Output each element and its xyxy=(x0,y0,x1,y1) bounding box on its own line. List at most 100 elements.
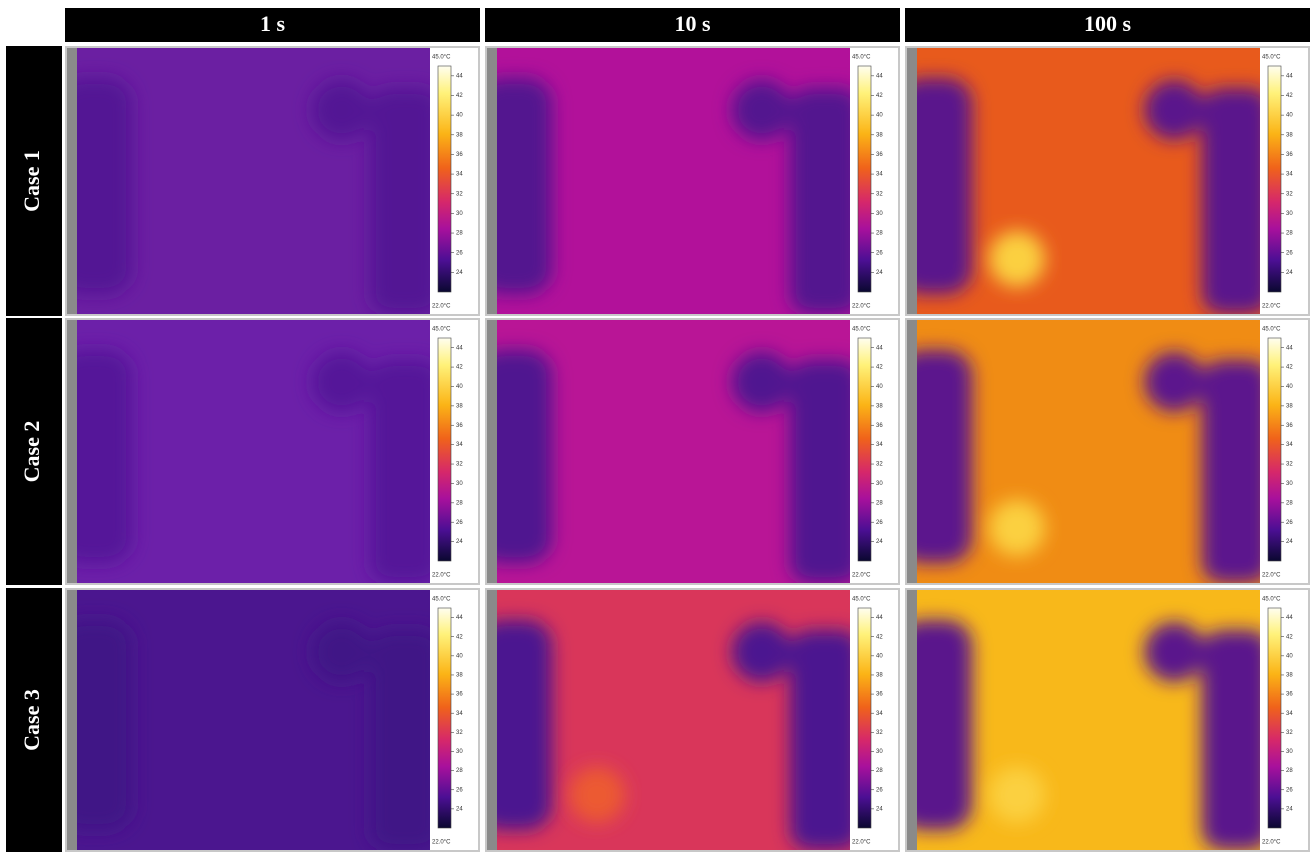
figure: 1 s10 s100 sCase 145.0°C4442403836343230… xyxy=(0,0,1315,852)
colorbar-tick-label: 34 xyxy=(1286,172,1293,178)
colorbar-tick-label: 38 xyxy=(1286,132,1293,138)
colorbar-max: 45.0°C xyxy=(852,327,871,333)
edge-strip xyxy=(907,48,917,314)
right-object-top xyxy=(312,80,372,140)
row-header: Case 2 xyxy=(19,421,44,483)
colorbar-tick-label: 32 xyxy=(456,730,463,736)
colorbar-max: 45.0°C xyxy=(852,597,871,603)
colorbar-panel xyxy=(1260,48,1308,314)
colorbar-tick-label: 26 xyxy=(456,520,463,526)
colorbar-tick-label: 42 xyxy=(1286,93,1293,99)
colorbar xyxy=(438,338,451,561)
colorbar-tick-label: 42 xyxy=(1286,365,1293,371)
colorbar-tick-label: 38 xyxy=(456,132,463,138)
edge-strip xyxy=(907,590,917,850)
colorbar-tick-label: 44 xyxy=(1286,345,1293,351)
colorbar-min: 22.0°C xyxy=(852,304,871,310)
colorbar-tick-label: 38 xyxy=(876,132,883,138)
colorbar-min: 22.0°C xyxy=(432,573,451,579)
colorbar-panel xyxy=(850,48,898,314)
colorbar-tick-label: 24 xyxy=(1286,539,1293,545)
column-header: 10 s xyxy=(674,11,711,36)
colorbar-panel xyxy=(430,590,478,850)
colorbar-tick-label: 40 xyxy=(456,653,463,659)
thermal-image: 45.0°C444240383634323028262422.0°C xyxy=(477,588,900,852)
colorbar-tick-label: 42 xyxy=(1286,634,1293,640)
colorbar-tick-label: 30 xyxy=(456,211,463,217)
edge-strip xyxy=(487,590,497,850)
colorbar-tick-label: 24 xyxy=(456,539,463,545)
colorbar-tick-label: 34 xyxy=(1286,442,1293,448)
colorbar-min: 22.0°C xyxy=(1262,840,1281,846)
thermal-image: 45.0°C444240383634323028262422.0°C xyxy=(57,588,480,852)
image-content xyxy=(57,48,440,314)
colorbar-tick-label: 26 xyxy=(456,787,463,793)
colorbar-tick-label: 26 xyxy=(456,250,463,256)
colorbar-tick-label: 30 xyxy=(1286,481,1293,487)
colorbar-tick-label: 24 xyxy=(1286,270,1293,276)
colorbar-tick-label: 34 xyxy=(876,711,883,717)
colorbar-tick-label: 24 xyxy=(876,539,883,545)
colorbar-tick-label: 38 xyxy=(1286,403,1293,409)
image-content xyxy=(897,590,1270,850)
column-header: 100 s xyxy=(1084,11,1132,36)
colorbar-tick-label: 30 xyxy=(456,481,463,487)
right-object-top xyxy=(732,352,792,412)
colorbar-tick-label: 34 xyxy=(456,442,463,448)
right-object-top xyxy=(312,622,372,682)
image-content xyxy=(477,320,860,583)
right-object-top xyxy=(312,352,372,412)
right-object-top xyxy=(1144,80,1204,140)
colorbar-tick-label: 36 xyxy=(876,423,883,429)
colorbar-tick-label: 40 xyxy=(876,653,883,659)
right-object xyxy=(1202,88,1270,314)
warm-spot xyxy=(989,231,1045,287)
colorbar-min: 22.0°C xyxy=(1262,304,1281,310)
right-object xyxy=(370,88,440,314)
colorbar-tick-label: 32 xyxy=(876,191,883,197)
right-object xyxy=(790,88,860,314)
colorbar xyxy=(858,338,871,561)
edge-strip xyxy=(907,320,917,583)
edge-strip xyxy=(67,590,77,850)
colorbar-tick-label: 34 xyxy=(456,711,463,717)
colorbar-tick-label: 40 xyxy=(456,384,463,390)
row-header: Case 3 xyxy=(19,689,44,751)
colorbar-tick-label: 28 xyxy=(876,500,883,506)
right-object xyxy=(370,630,440,850)
colorbar-tick-label: 36 xyxy=(456,692,463,698)
colorbar-tick-label: 36 xyxy=(1286,152,1293,158)
colorbar-tick-label: 26 xyxy=(1286,250,1293,256)
colorbar-tick-label: 42 xyxy=(876,93,883,99)
colorbar-tick-label: 36 xyxy=(876,152,883,158)
colorbar-tick-label: 30 xyxy=(876,211,883,217)
colorbar-tick-label: 36 xyxy=(876,692,883,698)
colorbar-tick-label: 34 xyxy=(456,172,463,178)
colorbar-tick-label: 42 xyxy=(456,634,463,640)
colorbar-tick-label: 44 xyxy=(1286,73,1293,79)
colorbar-tick-label: 28 xyxy=(456,500,463,506)
colorbar-tick-label: 36 xyxy=(1286,692,1293,698)
warm-spot xyxy=(989,500,1045,556)
colorbar-tick-label: 32 xyxy=(456,462,463,468)
colorbar-tick-label: 32 xyxy=(876,462,883,468)
right-object-top xyxy=(732,622,792,682)
image-content xyxy=(57,590,440,850)
colorbar-tick-label: 38 xyxy=(456,673,463,679)
colorbar-tick-label: 36 xyxy=(456,152,463,158)
warm-spot xyxy=(989,767,1045,823)
image-content xyxy=(897,320,1270,583)
colorbar-min: 22.0°C xyxy=(1262,573,1281,579)
colorbar-tick-label: 44 xyxy=(876,73,883,79)
colorbar-tick-label: 38 xyxy=(876,673,883,679)
colorbar-panel xyxy=(850,320,898,583)
colorbar-tick-label: 44 xyxy=(1286,615,1293,621)
colorbar-panel xyxy=(1260,590,1308,850)
colorbar-tick-label: 24 xyxy=(1286,806,1293,812)
colorbar-max: 45.0°C xyxy=(852,55,871,61)
colorbar-tick-label: 28 xyxy=(1286,768,1293,774)
colorbar-tick-label: 32 xyxy=(1286,191,1293,197)
